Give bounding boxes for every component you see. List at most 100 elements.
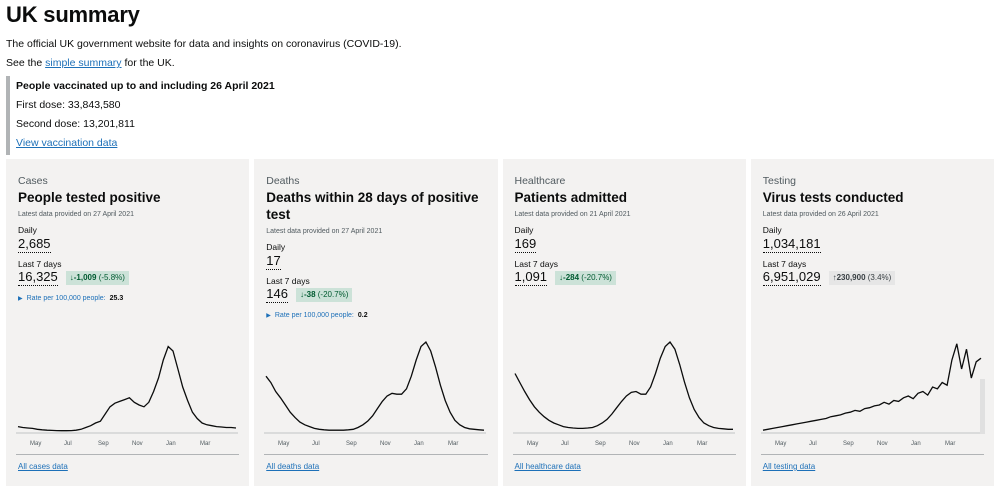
arrow-down-icon: ↓ [559,272,564,282]
week-value[interactable]: 146 [266,286,288,303]
month-tick-label: Sep [98,441,109,447]
card-divider [16,454,240,455]
sparkline-svg: May Jul Sep Nov Jan Mar [760,343,983,447]
change-badge: ↑230,900 (3.4%) [828,270,896,285]
week-label: Last 7 days [18,259,62,269]
card-title[interactable]: Virus tests conducted [762,190,904,205]
month-tick-label: Mar [200,441,210,447]
testing-chart: May Jul Sep Nov Jan Mar [760,334,983,454]
card-title[interactable]: Patients admitted [514,190,628,205]
change-badge: ↓-1,009 (-5.8%) [65,270,129,285]
change-value: 230,900 [836,272,866,282]
card-category: Healthcare [514,175,566,187]
vaccination-heading: People vaccinated up to and including 26… [16,80,275,92]
month-tick-label: Nov [132,441,143,447]
all-deaths-link[interactable]: All deaths data [266,462,320,471]
card-category: Deaths [266,175,300,187]
sparkline-svg: May Jul Sep Nov Jan Mar [264,340,487,447]
series-line [17,345,237,432]
card-date: Latest data provided on 26 April 2021 [762,211,879,218]
month-tick-label: May [527,441,538,447]
cases-chart: May Jul Sep Nov Jan Mar [16,334,238,454]
month-tick-label: Mar [697,441,707,447]
rate-value: 0.2 [357,312,368,319]
summary-cards: Cases People tested positive Latest data… [6,159,994,486]
card-divider [760,454,984,455]
rate-label: Rate per 100,000 people: [26,295,106,302]
card-category: Testing [762,175,797,187]
week-label: Last 7 days [514,259,558,269]
card-title[interactable]: Deaths within 28 days of positive test [266,190,479,222]
change-value: -1,009 [73,272,97,282]
arrow-down-icon: ↓ [299,289,304,299]
month-tick-label: May [775,441,786,447]
daily-label: Daily [514,225,534,235]
daily-value[interactable]: 169 [514,236,537,253]
deaths-chart: May Jul Sep Nov Jan Mar [264,334,487,454]
arrow-down-icon: ↓ [69,272,74,282]
card-testing: Testing Virus tests conducted Latest dat… [750,159,994,486]
card-deaths: Deaths Deaths within 28 days of positive… [254,159,498,486]
healthcare-chart: May Jul Sep Nov Jan Mar [512,334,735,454]
sparkline-svg: May Jul Sep Nov Jan Mar [16,345,238,447]
card-healthcare: Healthcare Patients admitted Latest data… [502,159,746,486]
simple-summary-link[interactable]: simple summary [45,57,122,69]
month-tick-label: Jan [911,441,921,447]
intro-text: The official UK government website for d… [6,38,402,50]
daily-label: Daily [762,225,782,235]
scrollbar[interactable] [980,379,985,434]
daily-value[interactable]: 1,034,181 [762,236,821,253]
vaccination-link[interactable]: View vaccination data [16,137,118,149]
second-dose: Second dose: 13,201,811 [16,118,135,130]
month-tick-label: Nov [629,441,640,447]
see-suffix: for the UK. [121,57,175,69]
week-label: Last 7 days [762,259,807,269]
sparkline-svg: May Jul Sep Nov Jan Mar [512,341,735,447]
month-tick-label: Jan [663,441,673,447]
card-date: Latest data provided on 21 April 2021 [514,211,631,218]
month-tick-label: Nov [380,441,391,447]
week-value[interactable]: 16,325 [18,269,58,286]
week-value[interactable]: 1,091 [514,269,548,286]
month-tick-label: Jan [166,441,176,447]
change-value: -38 [303,289,316,299]
simple-summary-line: See the simple summary for the UK. [6,56,986,70]
month-tick-label: Sep [346,441,357,447]
month-tick-label: Nov [877,441,888,447]
triangle-right-icon: ▶ [266,313,271,319]
all-testing-link[interactable]: All testing data [762,462,816,471]
month-tick-label: Jul [312,441,320,447]
daily-label: Daily [18,225,37,235]
rate-toggle[interactable]: ▶ Rate per 100,000 people: 0.2 [266,311,485,321]
page-header: UK summary The official UK government we… [6,2,986,70]
month-tick-label: Sep [843,441,854,447]
card-category: Cases [18,175,48,187]
month-tick-label: Mar [448,441,458,447]
week-label: Last 7 days [266,276,310,286]
rate-toggle[interactable]: ▶ Rate per 100,000 people: 25.3 [18,294,237,304]
daily-value[interactable]: 17 [266,253,281,270]
change-percent: (3.4%) [867,272,892,282]
series-line [265,340,485,431]
rate-value: 25.3 [109,295,124,302]
series-line [513,341,733,430]
arrow-up-icon: ↑ [832,272,837,282]
change-badge: ↓-284 (-20.7%) [555,270,616,285]
card-title[interactable]: People tested positive [18,190,161,205]
change-percent: (-20.7%) [581,272,612,282]
week-value[interactable]: 6,951,029 [762,269,821,286]
month-tick-label: Jul [809,441,817,447]
month-tick-label: Mar [945,441,955,447]
change-percent: (-20.7%) [317,289,349,299]
month-tick-label: Jan [414,441,424,447]
all-healthcare-link[interactable]: All healthcare data [514,462,581,471]
card-cases: Cases People tested positive Latest data… [6,159,250,486]
rate-label: Rate per 100,000 people: [274,312,354,319]
month-tick-label: Sep [595,441,606,447]
series-line [762,343,982,431]
daily-value[interactable]: 2,685 [18,236,51,253]
change-value: -284 [563,272,580,282]
all-cases-link[interactable]: All cases data [18,462,68,471]
vaccination-inset: People vaccinated up to and including 26… [6,76,306,155]
month-tick-label: May [30,441,41,447]
